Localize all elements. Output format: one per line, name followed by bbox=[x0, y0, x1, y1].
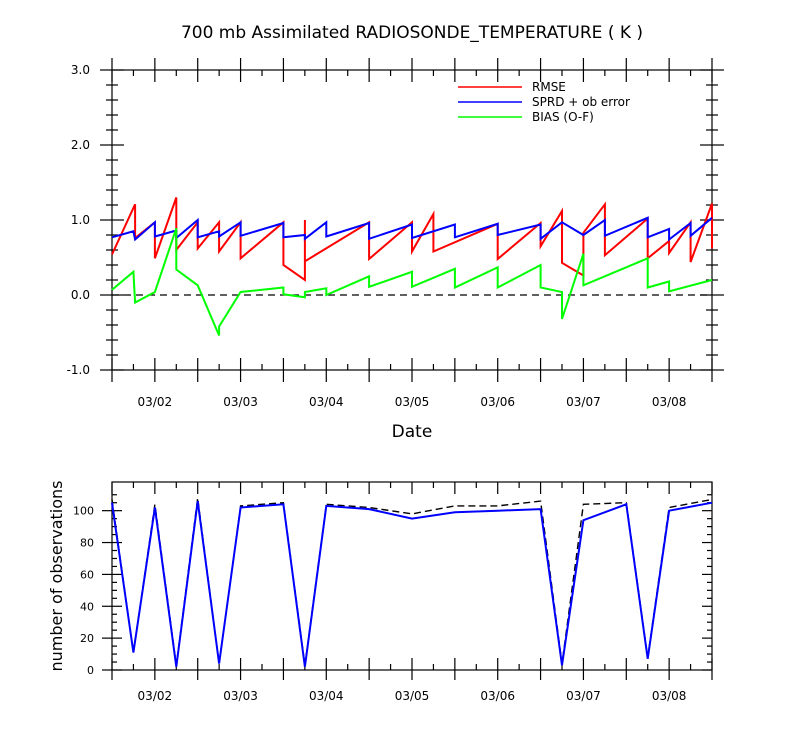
x-tick-label: 03/03 bbox=[223, 689, 258, 703]
y-tick-label: 3.0 bbox=[71, 63, 90, 77]
x-tick-label: 03/06 bbox=[480, 689, 515, 703]
y-tick-label: 80 bbox=[80, 537, 94, 550]
y-tick-label: 20 bbox=[80, 632, 94, 645]
bottom-x-tick-labels: 03/02 03/03 03/04 03/05 03/06 03/07 03/08 bbox=[138, 689, 687, 703]
bottom-plot-frame bbox=[111, 481, 713, 671]
legend-label: RMSE bbox=[532, 80, 566, 94]
y-tick-label: 2.0 bbox=[71, 138, 90, 152]
legend-label: SPRD + ob error bbox=[532, 95, 630, 109]
top-panel: 700 mb Assimilated RADIOSONDE_TEMPERATUR… bbox=[67, 23, 724, 442]
x-axis-label: Date bbox=[392, 422, 433, 442]
top-ticks bbox=[100, 58, 724, 382]
y-tick-label: 0.0 bbox=[71, 288, 90, 302]
bottom-ticks bbox=[102, 482, 713, 680]
top-series bbox=[111, 197, 713, 336]
x-tick-label: 03/04 bbox=[309, 395, 344, 409]
top-plot-frame bbox=[111, 69, 713, 371]
series-line-sprd-ob-error bbox=[111, 216, 713, 242]
series-line-bias-o-f- bbox=[111, 227, 713, 336]
x-tick-label: 03/08 bbox=[652, 689, 687, 703]
bottom-series bbox=[111, 497, 713, 667]
top-x-tick-labels: 03/02 03/03 03/04 03/05 03/06 03/07 03/08 bbox=[138, 395, 687, 409]
y-tick-label: -1.0 bbox=[67, 363, 90, 377]
y-tick-label: 40 bbox=[80, 600, 94, 613]
legend-label: BIAS (O-F) bbox=[532, 110, 594, 124]
x-tick-label: 03/05 bbox=[395, 395, 430, 409]
bottom-y-tick-labels: 0 20 40 60 80 100 bbox=[73, 505, 94, 677]
x-tick-label: 03/02 bbox=[138, 689, 173, 703]
x-tick-label: 03/07 bbox=[566, 689, 601, 703]
x-tick-label: 03/04 bbox=[309, 689, 344, 703]
y-tick-label: 100 bbox=[73, 505, 94, 518]
chart-title: 700 mb Assimilated RADIOSONDE_TEMPERATUR… bbox=[181, 23, 643, 43]
observations-solid-line bbox=[111, 500, 713, 667]
x-tick-label: 03/07 bbox=[566, 395, 601, 409]
y-tick-label: 60 bbox=[80, 568, 94, 581]
x-tick-label: 03/06 bbox=[480, 395, 515, 409]
observations-dashed-line bbox=[111, 497, 713, 666]
x-tick-label: 03/05 bbox=[395, 689, 430, 703]
y-axis-label-observations: number of observations bbox=[47, 481, 66, 672]
top-y-tick-labels: -1.0 0.0 1.0 2.0 3.0 bbox=[67, 63, 90, 377]
x-tick-label: 03/02 bbox=[138, 395, 173, 409]
y-tick-label: 0 bbox=[87, 664, 94, 677]
x-tick-label: 03/08 bbox=[652, 395, 687, 409]
x-tick-label: 03/03 bbox=[223, 395, 258, 409]
y-tick-label: 1.0 bbox=[71, 213, 90, 227]
